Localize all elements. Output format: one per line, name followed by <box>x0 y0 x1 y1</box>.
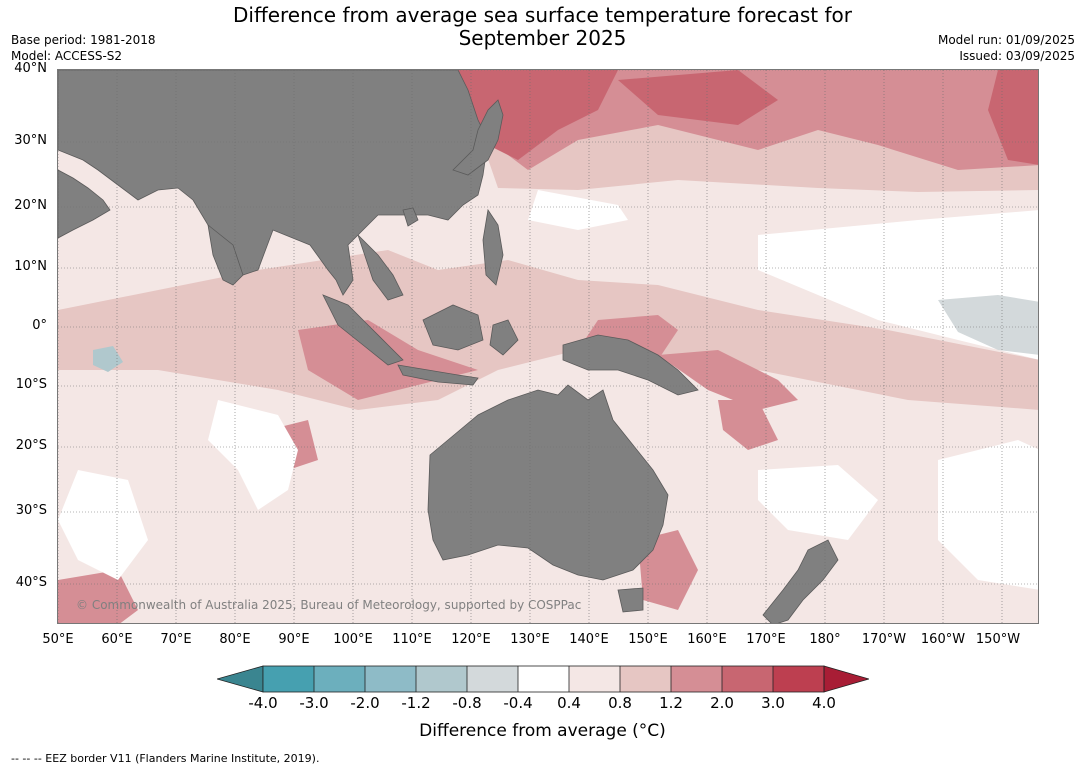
colorbar <box>217 665 869 693</box>
land-masses <box>58 70 839 623</box>
colorbar-bin-10 <box>722 666 773 692</box>
lon-label-70e: 70°E <box>160 632 192 647</box>
lon-label-170e: 170°E <box>746 632 786 647</box>
malay-peninsula-land <box>357 234 404 301</box>
colorbar-tick: -1.2 <box>401 694 431 712</box>
copyright-text: © Commonwealth of Australia 2025, Bureau… <box>76 598 582 612</box>
colorbar-bin-9 <box>671 666 722 692</box>
colorbar-outline <box>262 665 825 693</box>
colorbar-tick: -0.4 <box>503 694 533 712</box>
colorbar-bin-3 <box>365 666 416 692</box>
lat-label-40s: 40°S <box>15 575 47 590</box>
colorbar-bin-5 <box>467 666 518 692</box>
sulawesi-land <box>489 319 519 356</box>
colorbar-bin-7 <box>569 666 620 692</box>
colorbar-title: Difference from average (°C) <box>419 721 666 741</box>
lon-label-80e: 80°E <box>219 632 251 647</box>
australia-land <box>427 384 669 581</box>
meta-right: Model run: 01/09/2025 Issued: 03/09/2025 <box>938 32 1075 64</box>
lon-label-120e: 120°E <box>451 632 491 647</box>
colorbar-separators <box>313 666 774 692</box>
title-line-1: Difference from average sea surface temp… <box>232 3 852 27</box>
lat-label-10n: 10°N <box>14 259 47 274</box>
colorbar-bin-1 <box>263 666 314 692</box>
lat-label-0: 0° <box>32 318 47 333</box>
colorbar-tick: -2.0 <box>350 694 380 712</box>
lon-label-160e: 160°E <box>687 632 727 647</box>
tasmania-land <box>617 587 644 613</box>
asia-land <box>58 70 489 296</box>
model-text: Model: ACCESS-S2 <box>11 49 123 63</box>
colorbar-bin-2 <box>314 666 365 692</box>
lon-label-60e: 60°E <box>101 632 133 647</box>
colorbar-tick: -3.0 <box>299 694 329 712</box>
lat-label-30s: 30°S <box>15 503 47 518</box>
lat-label-20s: 20°S <box>15 438 47 453</box>
lon-label-150e: 150°E <box>628 632 668 647</box>
graticule <box>58 70 1038 623</box>
borneo-land <box>422 304 484 351</box>
japan-land <box>452 99 504 176</box>
model-run-text: Model run: 01/09/2025 <box>937 33 1075 47</box>
colorbar-bin-6 <box>518 666 569 692</box>
sst-map <box>57 69 1039 624</box>
lon-label-170w: 170°W <box>861 632 907 647</box>
java-land <box>397 364 479 386</box>
colorbar-low-extend <box>217 665 264 693</box>
colorbar-high-extend <box>823 665 869 693</box>
lon-label-130e: 130°E <box>510 632 550 647</box>
lat-label-40n: 40°N <box>14 61 47 76</box>
map-canvas <box>58 70 1038 623</box>
lon-label-100e: 100°E <box>333 632 373 647</box>
meta-left: Base period: 1981-2018 Model: ACCESS-S2 <box>11 32 156 64</box>
colorbar-tick: 3.0 <box>761 694 785 712</box>
base-period-text: Base period: 1981-2018 <box>11 33 156 47</box>
colorbar-bin-8 <box>620 666 671 692</box>
lon-label-90e: 90°E <box>278 632 310 647</box>
colorbar-tick: 2.0 <box>710 694 734 712</box>
colorbar-tick: 0.4 <box>557 694 581 712</box>
chart-title: Difference from average sea surface temp… <box>0 4 1085 50</box>
lon-label-110e: 110°E <box>392 632 432 647</box>
title-line-2: September 2025 <box>458 26 627 50</box>
colorbar-tick: 0.8 <box>608 694 632 712</box>
lon-label-160w: 160°W <box>920 632 966 647</box>
new-zealand-land <box>762 539 839 623</box>
colorbar-tick: -4.0 <box>248 694 278 712</box>
colorbar-bin-11 <box>773 666 824 692</box>
lat-label-20n: 20°N <box>14 198 47 213</box>
lat-label-10s: 10°S <box>15 377 47 392</box>
india-peninsula-land <box>207 224 244 286</box>
colorbar-tick: 1.2 <box>659 694 683 712</box>
colorbar-tick: -0.8 <box>452 694 482 712</box>
lon-label-150w: 150°W <box>975 632 1021 647</box>
lon-label-140e: 140°E <box>569 632 609 647</box>
taiwan-land <box>402 207 419 227</box>
lon-label-50e: 50°E <box>42 632 74 647</box>
colorbar-tick: 4.0 <box>812 694 836 712</box>
footer-note: -- -- -- EEZ border V11 (Flanders Marine… <box>11 752 320 765</box>
lat-label-30n: 30°N <box>14 133 47 148</box>
new-guinea-land <box>562 334 699 396</box>
philippines-land <box>482 208 504 286</box>
lon-label-180: 180° <box>809 632 841 647</box>
sumatra-land <box>322 294 404 366</box>
colorbar-bin-4 <box>416 666 467 692</box>
issued-text: Issued: 03/09/2025 <box>959 49 1075 63</box>
arabia-land <box>58 169 111 239</box>
